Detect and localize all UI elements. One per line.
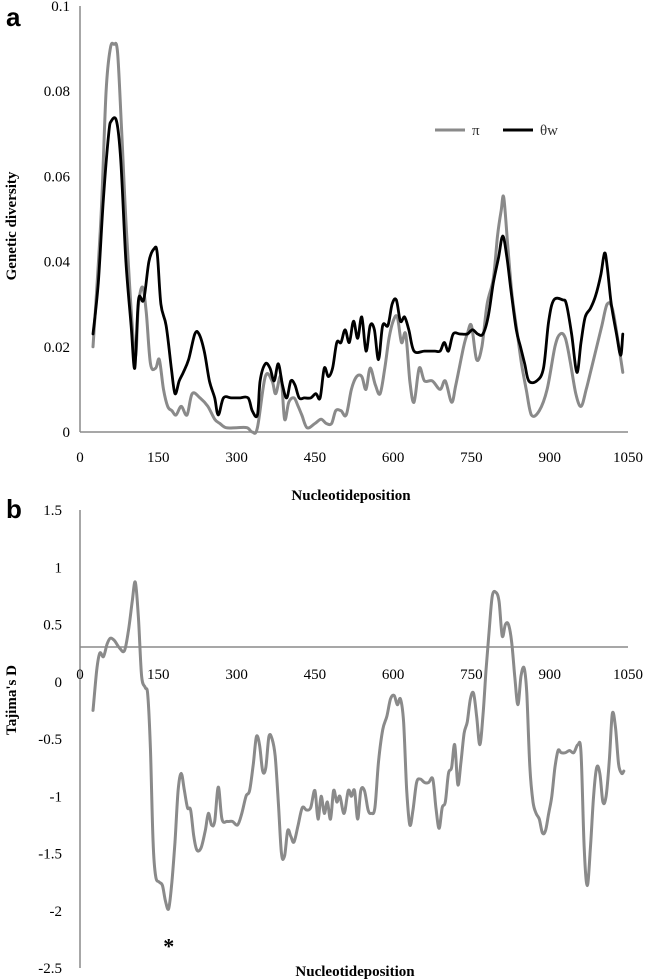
panel-b-letter: b — [6, 494, 22, 524]
panel-a-y-tick-label: 0.1 — [51, 0, 70, 15]
panel-a-x-tick-label: 300 — [225, 450, 248, 466]
panel-a-x-tick-label: 1050 — [613, 450, 643, 466]
panel-b-x-axis-title: Nucleotideposition — [295, 964, 415, 979]
panel-a-legend: π θw — [435, 123, 558, 139]
panel-b-x-tick-label: 600 — [382, 667, 405, 683]
panel-a-x-tick-label: 900 — [538, 450, 561, 466]
panel-a-tick-labels: 0 150 300 450 600 750 900 1050 0 0.02 0.04 0.06 0.08… — [44, 0, 643, 466]
panel-b-y-tick-label: -1 — [50, 789, 63, 805]
panel-a-x-tick-label: 450 — [304, 450, 327, 466]
panel-b-y-tick-label: -2 — [50, 904, 63, 920]
legend-theta-label: θw — [540, 123, 558, 139]
series-tajimas-d-line — [91, 580, 626, 911]
panel-b-y-tick-label: 1.5 — [43, 503, 62, 519]
panel-b-y-tick-label: 1 — [55, 560, 63, 576]
panel-a-x-tick-label: 750 — [460, 450, 483, 466]
panel-b-x-tick-label: 900 — [538, 667, 561, 683]
panel-b-x-tick-label: 300 — [225, 667, 248, 683]
panel-a-y-tick-label: 0 — [63, 425, 71, 441]
series-pi-line — [91, 41, 625, 435]
panel-a-y-tick-label: 0.06 — [44, 169, 71, 185]
panel-b-y-tick-label: -1.5 — [38, 847, 62, 863]
panel-a-x-tick-label: 0 — [76, 450, 84, 466]
significance-asterisk: * — [163, 933, 174, 958]
panel-b-x-tick-label: 0 — [76, 667, 84, 683]
panel-b-x-tick-label: 1050 — [613, 667, 643, 683]
panel-a-y-tick-label: 0.02 — [44, 340, 70, 356]
panel-b-y-axis-title: Tajima's D — [4, 665, 20, 735]
panel-b-x-tick-label: 750 — [460, 667, 483, 683]
panel-a-x-tick-label: 150 — [147, 450, 170, 466]
panel-b-y-tick-label: -0.5 — [38, 732, 62, 748]
panel-b-x-tick-label: 450 — [304, 667, 327, 683]
panel-b-x-tick-label: 150 — [147, 667, 170, 683]
panel-a-y-tick-label: 0.08 — [44, 84, 70, 100]
panel-b-tick-labels: 0 150 300 450 600 750 900 1050 1.5 1 0.5 0 -0.5 -1 -1.… — [38, 503, 643, 977]
panel-b: b Tajima's D Nucleotideposition 0 150 300 4… — [4, 494, 643, 979]
panel-a-y-axis-title: Genetic diversity — [4, 171, 20, 280]
panel-b-y-tick-label: 0.5 — [43, 618, 62, 634]
series-theta-line — [91, 116, 625, 419]
panel-a-y-tick-label: 0.04 — [44, 255, 71, 271]
panel-a: a Genetic diversity Nucleotideposition 0… — [4, 0, 643, 504]
panel-a-x-axis-title: Nucleotideposition — [291, 488, 411, 504]
panel-a-letter: a — [6, 2, 21, 32]
panel-a-series-lines — [91, 41, 625, 435]
panel-b-y-tick-label: 0 — [55, 675, 63, 691]
panel-b-y-tick-label: -2.5 — [38, 961, 62, 977]
panel-a-x-tick-label: 600 — [382, 450, 405, 466]
legend-pi-label: π — [472, 123, 480, 139]
panel-b-series-lines — [91, 580, 626, 911]
